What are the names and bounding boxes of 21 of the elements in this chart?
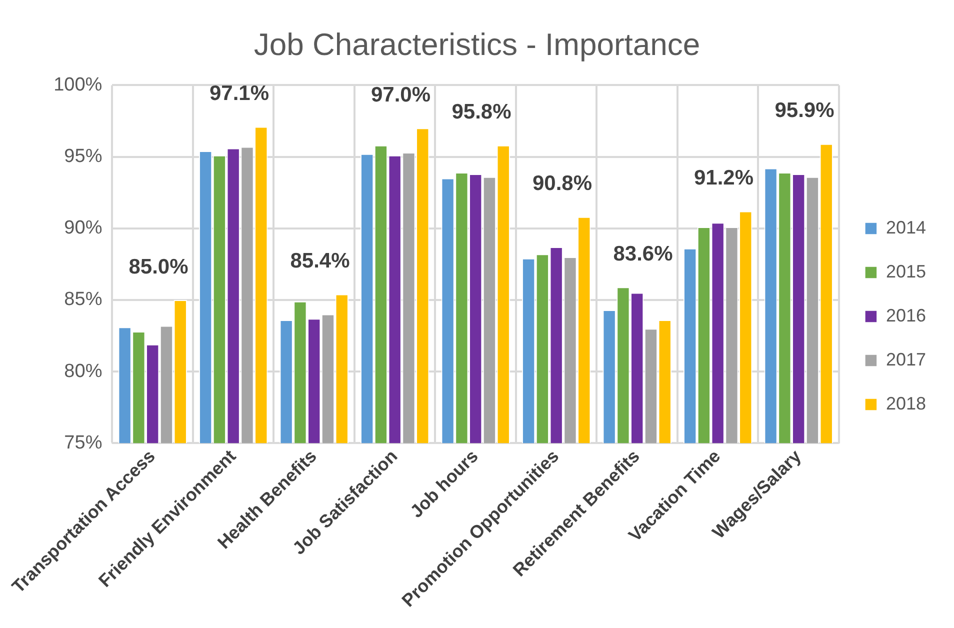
y-tick-label: 80% [64,360,102,382]
legend-label: 2018 [886,393,926,414]
y-tick-label: 95% [64,146,102,168]
y-tick-label: 100% [54,74,102,96]
data-label: 83.6% [613,242,674,266]
chart-title: Job Characteristics - Importance [254,27,700,62]
data-label: 85.0% [128,255,189,278]
legend-label: 2016 [886,305,926,326]
y-tick-label: 75% [64,432,102,454]
data-label: 97.0% [370,83,431,106]
legend-label: 2014 [886,217,926,238]
data-label: 90.8% [532,172,592,196]
data-label: 97.1% [209,82,270,106]
data-label: 95.8% [452,100,512,124]
y-tick-label: 90% [64,218,102,239]
data-label: 95.9% [774,99,835,122]
legend-label: 2015 [886,261,926,282]
data-label: 91.2% [694,166,754,190]
y-tick-label: 85% [64,289,102,310]
data-label: 85.4% [290,250,350,273]
legend-label: 2017 [886,349,926,370]
